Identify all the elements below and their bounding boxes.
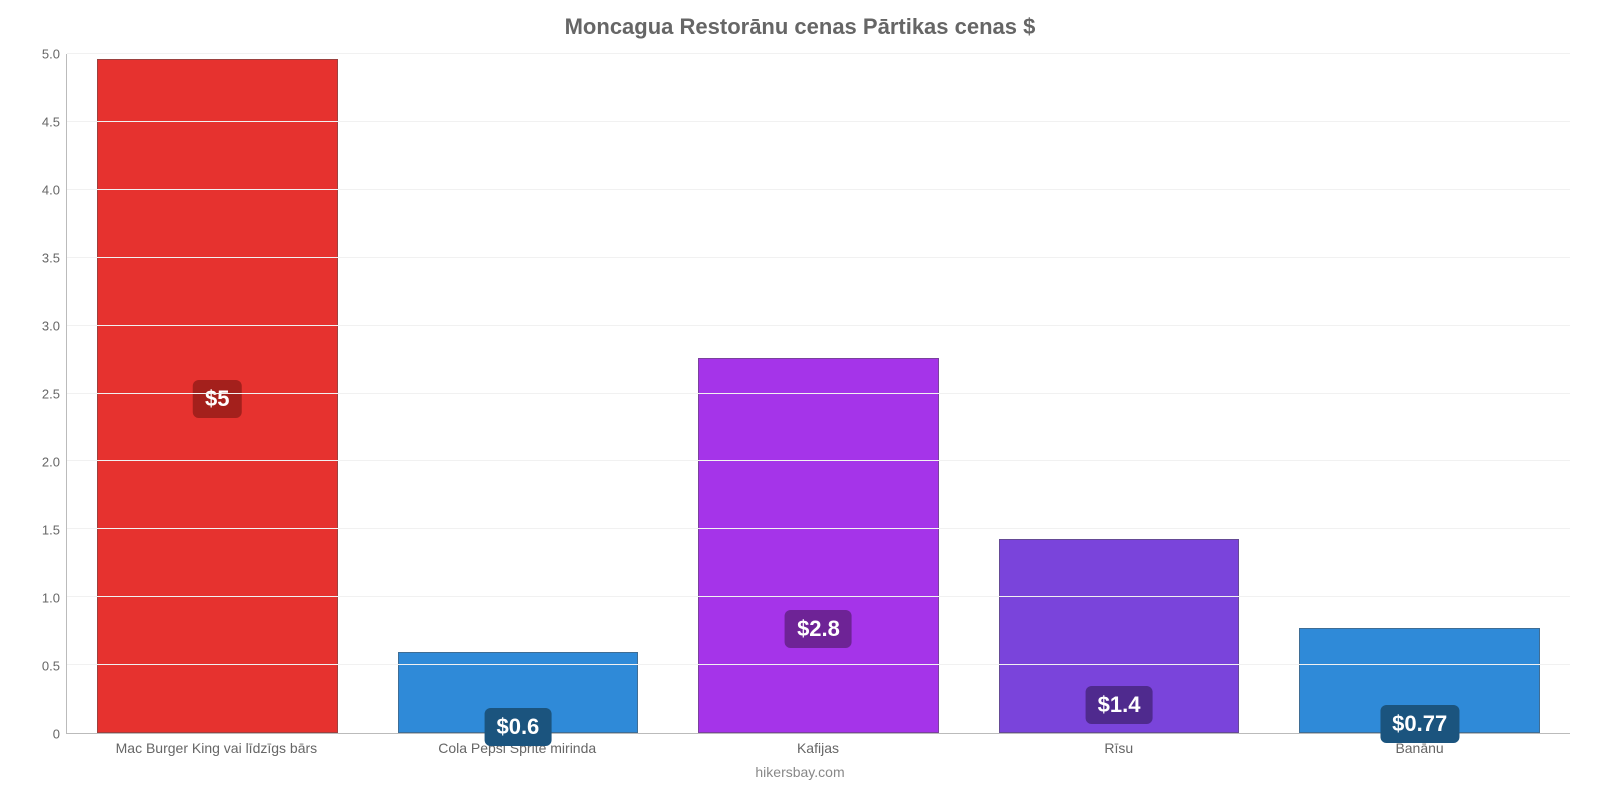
grid-line (67, 460, 1570, 461)
bar-value-label: $2.8 (785, 610, 852, 648)
y-tick-label: 4.5 (30, 115, 60, 130)
bar-value-label: $0.77 (1380, 705, 1459, 743)
grid-line (67, 257, 1570, 258)
price-chart: Moncagua Restorānu cenas Pārtikas cenas … (0, 0, 1600, 800)
bar-slot: $2.8 (668, 54, 969, 733)
y-tick-label: 1.0 (30, 591, 60, 606)
bar: $0.77 (1299, 628, 1539, 733)
y-tick-label: 2.5 (30, 387, 60, 402)
x-axis: Mac Burger King vai līdzīgs bārsCola Pep… (66, 740, 1570, 756)
y-tick-label: 0.5 (30, 659, 60, 674)
bar-slot: $1.4 (969, 54, 1270, 733)
y-tick-label: 3.0 (30, 319, 60, 334)
y-tick-label: 1.5 (30, 523, 60, 538)
bar-value-label: $1.4 (1086, 686, 1153, 724)
bar-slot: $0.6 (368, 54, 669, 733)
grid-line (67, 528, 1570, 529)
x-axis-label: Kafijas (668, 740, 969, 756)
grid-line (67, 121, 1570, 122)
grid-line (67, 393, 1570, 394)
y-tick-label: 0 (30, 727, 60, 742)
chart-source: hikersbay.com (30, 764, 1570, 780)
y-tick-label: 2.0 (30, 455, 60, 470)
grid-line (67, 189, 1570, 190)
bar: $2.8 (698, 358, 938, 733)
y-axis: 00.51.01.52.02.53.03.54.04.55.0 (30, 54, 66, 734)
bar-value-label: $5 (193, 380, 241, 418)
bar: $5 (97, 59, 337, 733)
bar-value-label: $0.6 (484, 708, 551, 746)
grid-line (67, 596, 1570, 597)
plot: $5 $0.6 $2.8 $1.4 $0.77 (66, 54, 1570, 734)
plot-area: 00.51.01.52.02.53.03.54.04.55.0 $5$0.6$2… (66, 54, 1570, 734)
bars-container: $5 $0.6 $2.8 $1.4 $0.77 (67, 54, 1570, 733)
bar: $1.4 (999, 539, 1239, 733)
y-tick-label: 4.0 (30, 183, 60, 198)
bar-slot: $0.77 (1269, 54, 1570, 733)
grid-line (67, 53, 1570, 54)
bar-slot: $5 (67, 54, 368, 733)
x-axis-label: Rīsu (968, 740, 1269, 756)
y-tick-label: 5.0 (30, 47, 60, 62)
grid-line (67, 325, 1570, 326)
y-tick-label: 3.5 (30, 251, 60, 266)
chart-title: Moncagua Restorānu cenas Pārtikas cenas … (30, 14, 1570, 40)
x-axis-label: Mac Burger King vai līdzīgs bārs (66, 740, 367, 756)
grid-line (67, 664, 1570, 665)
